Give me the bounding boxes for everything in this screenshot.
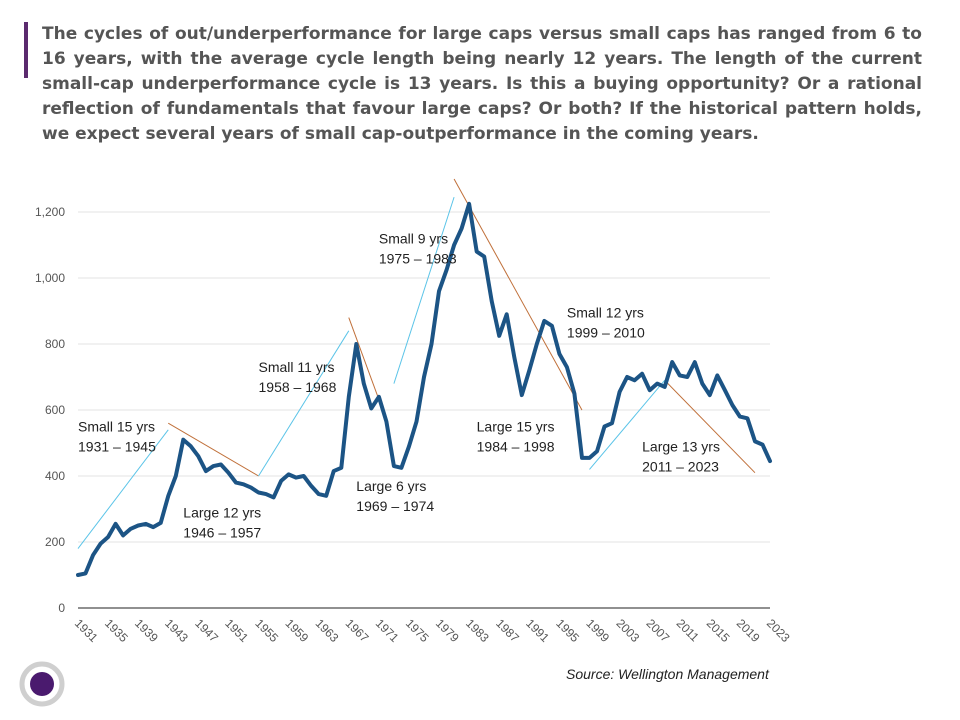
annotation-line1: Large 6 yrs bbox=[356, 478, 426, 494]
x-tick-label: 2011 bbox=[674, 616, 702, 644]
annotation-line1: Small 9 yrs bbox=[379, 230, 448, 246]
annotation-line1: Small 12 yrs bbox=[567, 305, 644, 321]
x-tick-label: 1931 bbox=[72, 616, 101, 645]
annotation-line2: 1975 – 1983 bbox=[379, 250, 457, 266]
x-tick-label: 1935 bbox=[102, 616, 131, 645]
x-tick-label: 2019 bbox=[734, 616, 763, 645]
y-tick-label: 400 bbox=[45, 469, 65, 483]
annotation-line2: 2011 – 2023 bbox=[642, 458, 719, 474]
trend-layer bbox=[77, 178, 756, 549]
logo-ring bbox=[19, 661, 65, 707]
grid-layer bbox=[78, 211, 770, 543]
x-tick-label: 1951 bbox=[222, 616, 251, 645]
x-tick-label: 1999 bbox=[583, 616, 612, 645]
y-tick-label: 600 bbox=[45, 403, 65, 417]
small-cap-trendline bbox=[258, 330, 350, 477]
x-tick-label: 1975 bbox=[403, 616, 432, 645]
annotation-line2: 1969 – 1974 bbox=[356, 498, 434, 514]
annotation-line2: 1984 – 1998 bbox=[477, 438, 555, 454]
annotation-line1: Large 15 yrs bbox=[477, 418, 555, 434]
small-cap-trendline bbox=[393, 196, 455, 384]
y-tick-label: 0 bbox=[58, 601, 65, 615]
x-tick-label: 1955 bbox=[252, 616, 281, 645]
x-tick-label: 1943 bbox=[162, 616, 191, 645]
x-tick-label: 1991 bbox=[523, 616, 552, 645]
small-cap-trendline bbox=[589, 379, 666, 470]
x-tick-label: 2015 bbox=[704, 616, 733, 645]
annotation-line1: Small 11 yrs bbox=[259, 359, 335, 375]
large-cap-trendline bbox=[168, 422, 259, 477]
x-tick-label: 1987 bbox=[493, 616, 522, 645]
annotation-line2: 1946 – 1957 bbox=[183, 524, 261, 540]
x-tick-label: 1963 bbox=[313, 616, 342, 645]
x-tick-label: 1979 bbox=[433, 616, 462, 645]
x-tick-label: 2007 bbox=[644, 616, 673, 645]
logo-dot bbox=[30, 672, 54, 696]
source-note: Source: Wellington Management bbox=[566, 666, 769, 682]
x-tick-label: 2023 bbox=[764, 616, 793, 645]
x-tick-label: 1959 bbox=[282, 616, 311, 645]
x-tick-label: 1967 bbox=[343, 616, 372, 645]
y-tick-label: 800 bbox=[45, 337, 65, 351]
accent-bar bbox=[24, 22, 28, 78]
x-tick-label: 1947 bbox=[192, 616, 221, 645]
small-cap-trendline bbox=[77, 429, 169, 549]
annotation-line1: Large 12 yrs bbox=[183, 504, 261, 520]
series-line bbox=[76, 201, 772, 577]
annotation-line2: 1958 – 1968 bbox=[259, 379, 337, 395]
x-tick-label: 1939 bbox=[132, 616, 161, 645]
annotation-line2: 1931 – 1945 bbox=[78, 438, 156, 454]
annotation-line2: 1999 – 2010 bbox=[567, 325, 645, 341]
annotation-line1: Large 13 yrs bbox=[642, 438, 720, 454]
x-tick-label: 1995 bbox=[553, 616, 582, 645]
large-cap-trendline bbox=[664, 379, 756, 474]
large-cap-trendline bbox=[453, 178, 583, 411]
x-tick-label: 2003 bbox=[613, 616, 642, 645]
annotation-line1: Small 15 yrs bbox=[78, 418, 155, 434]
annotation-layer: Small 15 yrs 1931 – 1945 Large 12 yrs 1946 … bbox=[78, 230, 720, 540]
series-layer bbox=[76, 201, 772, 577]
headline: The cycles of out/underperformance for l… bbox=[42, 24, 922, 144]
purple-circle-logo-icon bbox=[19, 661, 65, 707]
y-tick-label: 1,000 bbox=[35, 271, 65, 285]
y-tick-label: 200 bbox=[45, 535, 65, 549]
x-tick-label: 1983 bbox=[463, 616, 492, 645]
x-tick-label: 1971 bbox=[373, 616, 402, 645]
y-tick-label: 1,200 bbox=[35, 205, 65, 219]
